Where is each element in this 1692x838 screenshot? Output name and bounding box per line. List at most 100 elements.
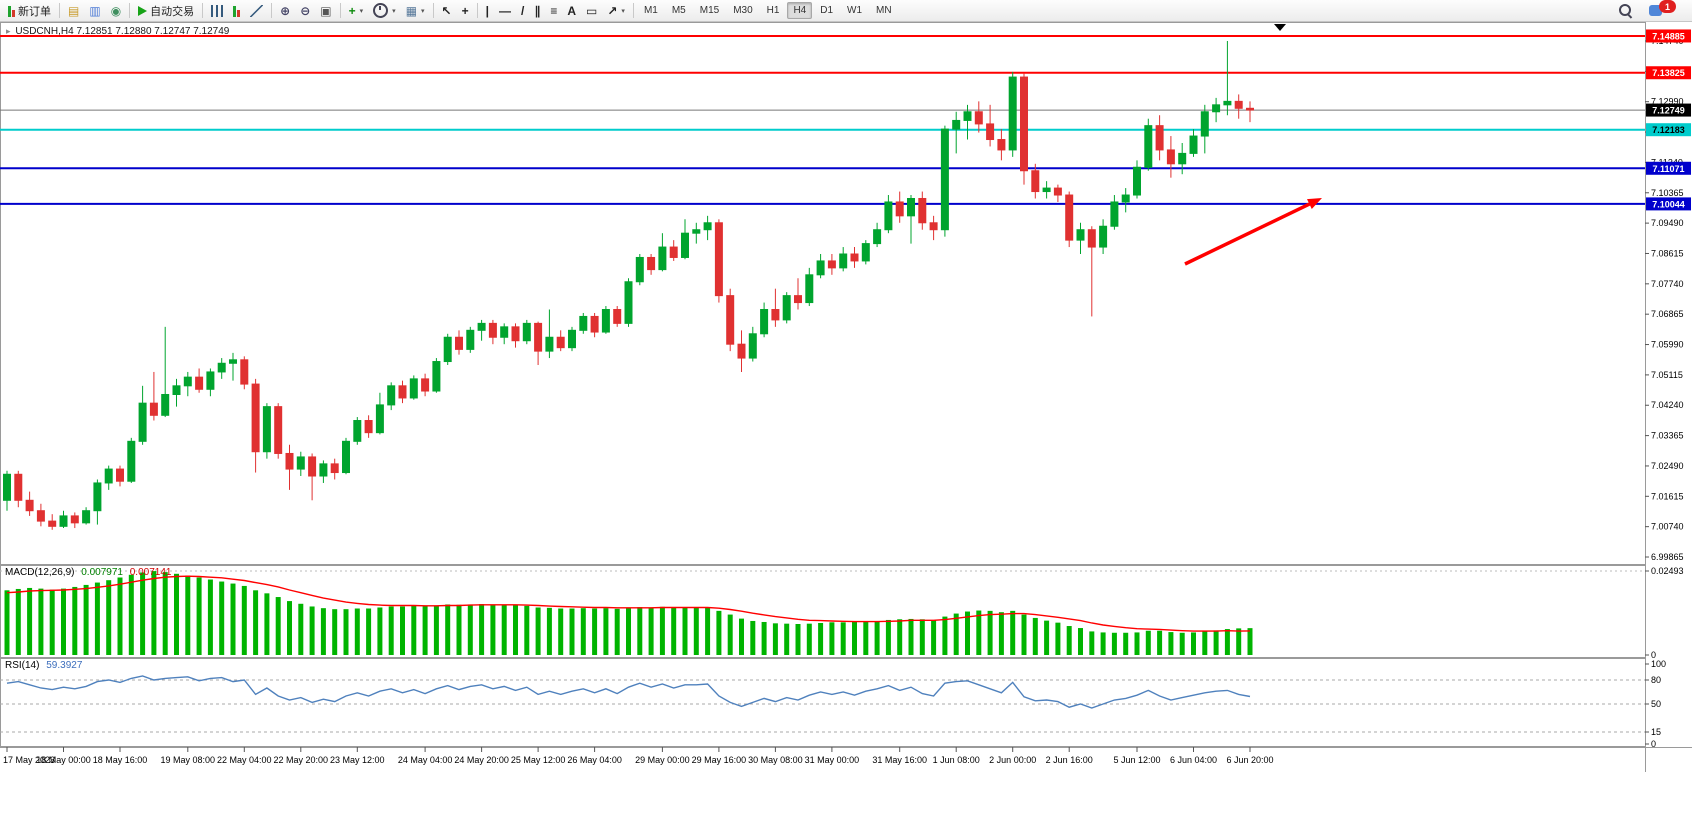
time-tick-label: 19 May 08:00: [161, 755, 216, 765]
time-tick-label: 17 May 2023: [3, 755, 55, 765]
toolbar-group: ⊕ ⊖ ▣: [275, 0, 336, 22]
timeframe-mn-button[interactable]: MN: [876, 5, 892, 16]
timeframe-m5-button[interactable]: M5: [671, 5, 686, 16]
time-tick-label: 26 May 04:00: [567, 755, 622, 765]
dropdown-caret-icon: ▾: [621, 7, 625, 15]
templates-button[interactable]: ▦ ▾: [401, 0, 430, 22]
horizontal-line-button[interactable]: —: [494, 0, 516, 22]
price-tick-label: 7.10365: [1651, 188, 1684, 198]
svg-text:50: 50: [1651, 699, 1661, 709]
time-tick-label: 22 May 20:00: [274, 755, 329, 765]
macd-indicator-label: MACD(12,26,9) 0.007971 0.007141: [5, 567, 171, 578]
time-tick-label: 29 May 16:00: [692, 755, 747, 765]
dropdown-caret-icon: ▾: [421, 7, 425, 15]
notifications-button[interactable]: 1: [1644, 0, 1681, 22]
periods-icon: [373, 3, 389, 18]
arrows-icon: ↗: [607, 3, 618, 18]
trend-arrow-annotation[interactable]: [1184, 198, 1322, 266]
svg-text:7.12749: 7.12749: [1652, 106, 1685, 116]
chart-window-button[interactable]: ▤: [63, 0, 84, 22]
templates-icon: ▦: [405, 3, 418, 18]
price-tick-label: 7.12990: [1651, 97, 1684, 107]
candlestick-chart-icon: [233, 5, 241, 17]
level-lines: [0, 29, 1691, 211]
dropdown-caret-icon: ▾: [359, 7, 364, 15]
chart-window-icon: ▤: [68, 3, 80, 18]
shapes-button[interactable]: ▭: [581, 0, 602, 22]
rsi-name: RSI(14): [5, 660, 40, 671]
timeframe-m30-button[interactable]: M30: [733, 5, 753, 16]
time-tick-label: 1 Jun 08:00: [933, 755, 980, 765]
navigator-icon: ◉: [110, 3, 122, 18]
toolbar-group: | — / ∥ ≡ A ▭ ↗ ▾: [481, 0, 630, 22]
price-tick-label: 7.01615: [1651, 491, 1684, 501]
zoom-out-icon: ⊖: [300, 3, 311, 18]
new-order-button[interactable]: 新订单: [3, 0, 56, 22]
timeframe-h4-button[interactable]: H4: [787, 2, 813, 19]
price-tick-label: 6.99865: [1651, 552, 1684, 562]
macd-signal-value: 0.007141: [129, 567, 172, 578]
line-chart-button[interactable]: [245, 0, 268, 22]
indicators-button[interactable]: + ▾: [344, 0, 369, 22]
timeframe-h1-button[interactable]: H1: [766, 5, 780, 16]
market-watch-button[interactable]: ▥: [84, 0, 105, 22]
navigator-button[interactable]: ◉: [106, 0, 126, 22]
toolbar-separator: [432, 3, 434, 18]
timeframe-d1-button[interactable]: D1: [820, 5, 834, 16]
search-button[interactable]: [1614, 0, 1637, 22]
time-tick-label: 24 May 04:00: [398, 755, 453, 765]
notification-badge: 1: [1659, 0, 1676, 13]
timeframe-w1-button[interactable]: W1: [847, 5, 863, 16]
time-tick-label: 29 May 00:00: [635, 755, 690, 765]
fibonacci-button[interactable]: ≡: [545, 0, 562, 22]
chart-shift-marker[interactable]: [1274, 24, 1286, 31]
indicators-icon: +: [348, 3, 356, 18]
text-button[interactable]: A: [562, 0, 581, 22]
price-tick-label: 7.02490: [1651, 461, 1684, 471]
toolbar-group: ▤ ▥ ◉: [63, 0, 126, 22]
vertical-line-button[interactable]: |: [481, 0, 494, 22]
toolbar-separator: [202, 3, 204, 18]
trendline-button[interactable]: /: [516, 0, 529, 22]
tile-windows-button[interactable]: ▣: [315, 0, 336, 22]
cursor-button[interactable]: ↖: [437, 0, 457, 22]
candles-layer: [3, 41, 1254, 530]
svg-text:7.13825: 7.13825: [1652, 68, 1685, 78]
time-tick-label: 22 May 04:00: [217, 755, 272, 765]
zoom-out-button[interactable]: ⊖: [295, 0, 315, 22]
zoom-in-icon: ⊕: [280, 3, 291, 18]
svg-text:15: 15: [1651, 727, 1661, 737]
symbol-ohlc-label: ▸ USDCNH,H4 7.12851 7.12880 7.12747 7.12…: [6, 26, 229, 37]
crosshair-button[interactable]: +: [457, 0, 474, 22]
time-tick-label: 18 May 16:00: [93, 755, 148, 765]
auto-trading-button[interactable]: 自动交易: [133, 0, 199, 22]
price-badge: [1646, 103, 1691, 117]
time-tick-label: 5 Jun 12:00: [1113, 755, 1160, 765]
time-tick-label: 2 Jun 00:00: [989, 755, 1036, 765]
rsi-pane: [0, 663, 1649, 745]
time-tick-label: 6 Jun 04:00: [1170, 755, 1217, 765]
chat-bubble-icon: [1649, 5, 1662, 16]
tile-windows-icon: ▣: [320, 3, 332, 18]
time-tick-label: 25 May 12:00: [511, 755, 566, 765]
channel-button[interactable]: ∥: [529, 0, 545, 22]
price-badge: [1646, 66, 1691, 80]
price-tick-label: 7.09490: [1651, 218, 1684, 228]
symbol-period-label: USDCNH,H4: [15, 26, 74, 37]
bar-chart-button[interactable]: [206, 0, 228, 22]
arrows-button[interactable]: ↗ ▾: [602, 0, 630, 22]
auto-trading-button-label: 自动交易: [150, 5, 195, 18]
svg-text:7.10044: 7.10044: [1652, 199, 1685, 209]
price-tick-label: 7.04240: [1651, 400, 1684, 410]
ohlc-values-label: 7.12851 7.12880 7.12747 7.12749: [76, 26, 230, 37]
timeframe-m1-button[interactable]: M1: [643, 5, 658, 16]
price-tick-label: 7.08615: [1651, 248, 1684, 258]
candlestick-chart-button[interactable]: [228, 0, 245, 22]
svg-text:0.02493: 0.02493: [1651, 566, 1684, 576]
one-click-trading-icon[interactable]: ▸: [6, 26, 11, 36]
zoom-in-button[interactable]: ⊕: [275, 0, 295, 22]
periods-button[interactable]: ▾: [368, 0, 401, 22]
macd-pane: [0, 570, 1649, 656]
timeframe-m15-button[interactable]: M15: [699, 5, 720, 16]
